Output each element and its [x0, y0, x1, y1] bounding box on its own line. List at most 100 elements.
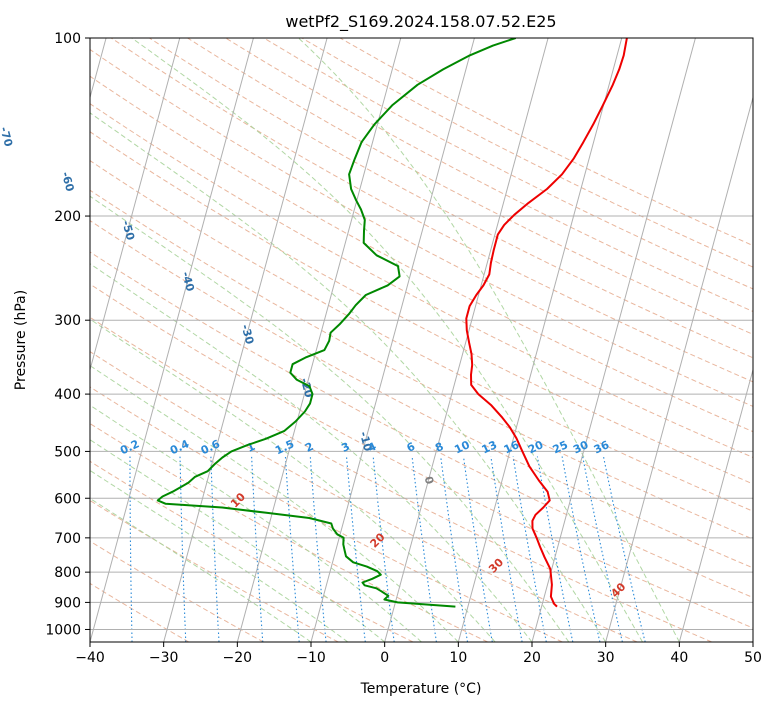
dry-adiabat-line	[90, 386, 563, 642]
dry-adiabat-line	[90, 283, 753, 629]
moist-adiabat-line	[131, 38, 643, 642]
dry-adiabats-layer	[90, 38, 753, 642]
dry-adiabat-line	[90, 540, 264, 642]
isotherm-line	[90, 38, 254, 642]
dry-adiabat-line	[90, 422, 488, 642]
x-tick-label: 20	[523, 650, 541, 666]
y-tick-label: 700	[54, 531, 81, 547]
mixing-ratio-label: 10	[452, 438, 472, 456]
isotherm-line	[457, 38, 623, 642]
moist-adiabat-line	[90, 318, 496, 642]
dry-adiabat-label: 10	[228, 490, 248, 510]
moist-adiabat-line	[90, 469, 349, 642]
x-axis-label: Temperature (°C)	[360, 681, 482, 697]
mixing-ratio-label: 6	[405, 440, 418, 455]
isotherm-line	[384, 38, 549, 642]
y-tick-label: 200	[54, 209, 81, 225]
x-tick-label: 30	[597, 650, 615, 666]
isotherm-label-zero: 0	[422, 475, 437, 486]
moist-adiabat-line	[298, 38, 680, 642]
y-tick-label: 300	[54, 313, 81, 329]
chart-title: wetPf2_S169.2024.158.07.52.E25	[285, 12, 556, 32]
isotherm-grid-layer	[90, 38, 753, 642]
dry-adiabat-label: 30	[486, 556, 506, 576]
mixing-ratio-line	[129, 456, 133, 642]
dry-adiabat-line	[90, 582, 190, 642]
dry-adiabat-line	[339, 38, 753, 247]
y-tick-label: 600	[54, 491, 81, 507]
moist-adiabat-line	[90, 439, 386, 642]
y-axis-label: Pressure (hPa)	[13, 290, 29, 390]
x-axis-ticks: −40 −30 −20 −10 0 10 20 30 40 50	[75, 642, 762, 666]
dry-adiabat-line	[90, 131, 753, 485]
x-tick-label: 10	[449, 650, 467, 666]
isotherm-label: -10	[357, 430, 375, 453]
dry-adiabat-line	[90, 460, 414, 642]
profile-series-layer	[156, 38, 628, 608]
isotherm-line	[752, 640, 753, 642]
dry-adiabat-label: 20	[368, 530, 388, 550]
isotherm-line	[236, 38, 402, 642]
isotherm-label: -50	[119, 219, 137, 242]
mixing-ratio-line	[179, 456, 187, 642]
chart-background-lines	[82, 38, 753, 643]
mixing-ratio-label: 25	[551, 438, 570, 456]
mixing-ratio-label: 30	[571, 438, 591, 456]
mixing-ratio-label: 4	[366, 440, 379, 455]
y-tick-label: 400	[54, 387, 81, 403]
moist-adiabat-line	[90, 112, 607, 642]
dry-adiabat-line	[90, 160, 753, 512]
x-tick-label: −40	[75, 650, 105, 666]
dry-adiabat-line	[90, 220, 753, 569]
y-tick-label: 500	[54, 444, 81, 460]
mixing-ratio-label: 0.6	[199, 437, 222, 457]
plot-frame	[89, 37, 754, 643]
y-axis-ticks: 100 200 300 400 500 600 700 800 900 1000	[45, 31, 90, 638]
y-tick-label: 100	[54, 31, 81, 47]
isotherm-line	[605, 95, 753, 642]
isotherm-label: -40	[179, 270, 197, 293]
mixing-ratio-label: 0.4	[168, 437, 191, 457]
mixing-ratio-layer	[82, 456, 646, 643]
pressure-grid-layer	[90, 38, 753, 630]
y-tick-label: 800	[54, 565, 81, 581]
moist-adiabat-line	[90, 263, 533, 642]
x-tick-label: 40	[670, 650, 688, 666]
mixing-ratio-line	[82, 457, 83, 643]
isotherm-labels-layer: -100-90-80-70-60-50-40-30-20-100	[0, 125, 437, 486]
dry-adiabat-line	[90, 189, 753, 540]
dry-adiabat-line	[110, 38, 753, 383]
dry-adiabat-line	[263, 38, 753, 290]
mixing-ratio-label: 3	[339, 440, 351, 455]
isotherm-label: -70	[0, 125, 15, 148]
x-tick-label: 50	[744, 650, 762, 666]
mixing-ratio-label: 36	[592, 438, 612, 456]
x-tick-label: −10	[296, 650, 326, 666]
mixing-ratio-label: 13	[480, 438, 499, 456]
dry-adiabat-line	[90, 103, 753, 458]
dry-adiabat-label: 40	[608, 580, 628, 600]
dry-adiabat-line	[90, 351, 638, 642]
mixing-ratio-line	[210, 456, 220, 642]
mixing-ratio-label: 0.2	[118, 437, 141, 457]
isotherm-line	[163, 38, 328, 642]
mixing-ratio-label: 2	[303, 440, 315, 455]
mixing-ratio-label: 16	[502, 438, 522, 456]
temperature-profile-line	[465, 38, 628, 608]
isotherm-line	[310, 38, 475, 642]
dry-adiabat-line	[90, 316, 712, 642]
mixing-ratio-line	[462, 456, 493, 642]
mixing-ratio-label: 8	[433, 440, 445, 455]
x-tick-label: −20	[223, 650, 253, 666]
y-tick-label: 900	[54, 595, 81, 611]
mixing-ratio-label: 1.5	[273, 437, 296, 457]
moist-adiabat-line	[90, 404, 422, 642]
dry-adiabat-line	[225, 38, 753, 313]
mixing-ratio-line	[602, 456, 646, 642]
moist-adiabat-line	[90, 364, 459, 642]
x-tick-label: −30	[149, 650, 179, 666]
dry-adiabat-line	[90, 251, 753, 599]
dewpoint-profile-line	[156, 38, 517, 608]
isotherm-label: -60	[59, 170, 77, 193]
